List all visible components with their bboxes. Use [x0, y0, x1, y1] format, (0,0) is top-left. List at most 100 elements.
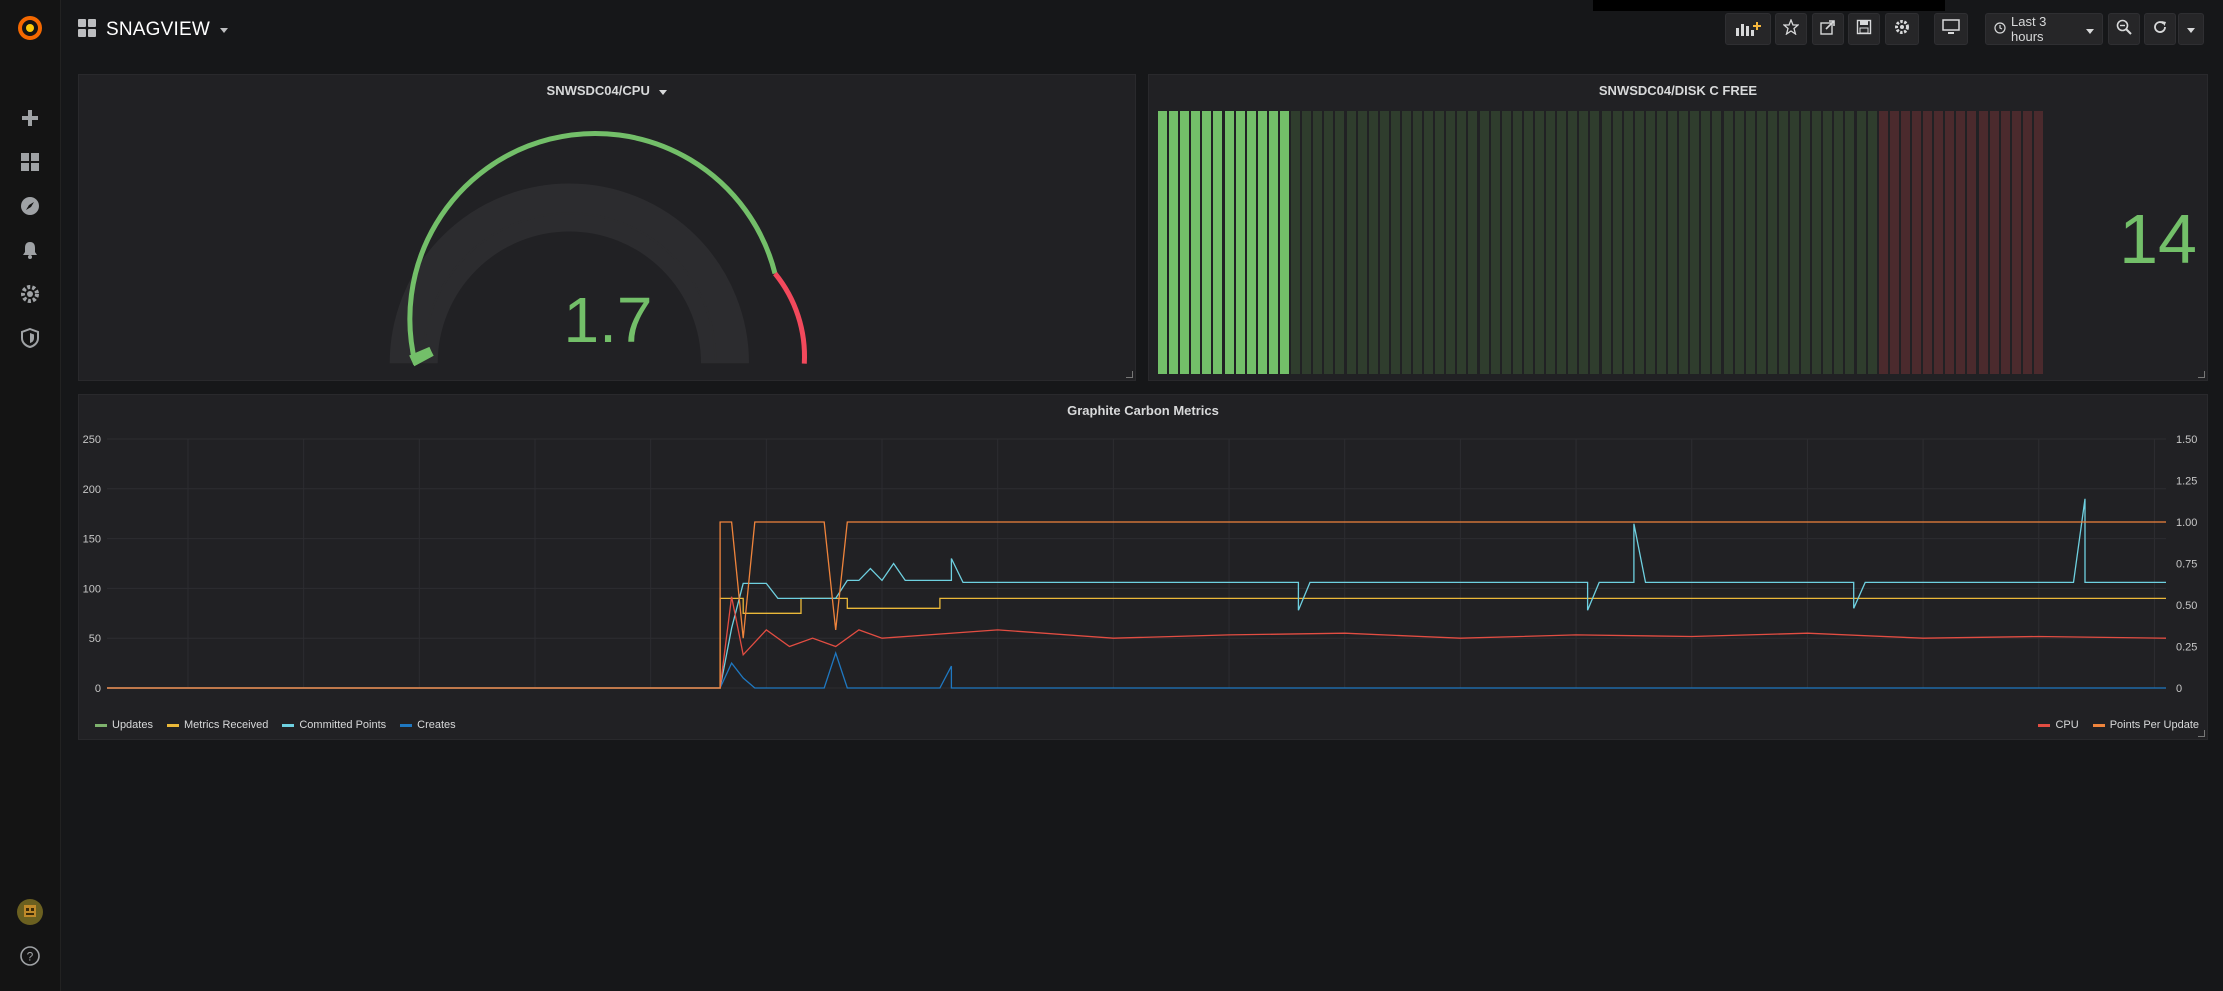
bar-segment	[1213, 111, 1223, 374]
bar-segment	[1701, 111, 1711, 374]
bar-segment	[2011, 111, 2021, 374]
series-line-creates	[107, 651, 2166, 689]
refresh-icon	[2152, 19, 2168, 40]
bar-segment	[1679, 111, 1689, 374]
star-icon	[1782, 17, 1800, 40]
avatar[interactable]	[16, 898, 44, 926]
bar-segment	[1158, 111, 1168, 374]
legend-label: Points Per Update	[2109, 719, 2199, 731]
y-right-tick-label: 1.50	[2176, 434, 2197, 446]
dashboard-title-dropdown[interactable]: SNAGVIEW	[78, 16, 229, 44]
bar-segment	[1812, 111, 1822, 374]
bar-segment	[1745, 111, 1755, 374]
panel-title[interactable]: SNWSDC04/CPU	[79, 83, 1135, 98]
bar-segment	[1945, 111, 1955, 374]
bar-segment	[2033, 111, 2043, 374]
zoom-out-icon	[2116, 19, 2132, 40]
dashboards-icon[interactable]	[16, 148, 44, 176]
caret-down-icon	[220, 21, 229, 39]
bar-segment	[1523, 111, 1533, 374]
panel-resize-handle[interactable]	[2198, 730, 2205, 737]
bar-segment	[1989, 111, 1999, 374]
legend-label: Committed Points	[299, 719, 387, 731]
bar-segment	[1512, 111, 1522, 374]
settings-button[interactable]	[1885, 13, 1919, 45]
save-icon	[1856, 19, 1872, 40]
bar-segment	[1324, 111, 1334, 374]
legend-item[interactable]: Updates	[95, 719, 153, 731]
refresh-interval-dropdown[interactable]	[2178, 13, 2204, 45]
add-panel-button[interactable]	[1725, 13, 1771, 45]
explore-icon[interactable]	[16, 192, 44, 220]
bar-segment	[1568, 111, 1578, 374]
shield-icon[interactable]	[16, 324, 44, 352]
bar-segment	[1801, 111, 1811, 374]
bar-segment	[1823, 111, 1833, 374]
bar-segment	[1690, 111, 1700, 374]
zoom-out-button[interactable]	[2108, 13, 2140, 45]
bar-segment	[1767, 111, 1777, 374]
disk-free-panel: SNWSDC04/DISK C FREE 14	[1148, 74, 2208, 381]
gear-icon[interactable]	[16, 280, 44, 308]
gauge-threshold-green	[407, 130, 778, 365]
bar-segment	[1978, 111, 1988, 374]
y-left-tick-label: 0	[95, 683, 101, 695]
disk-panel-title[interactable]: SNWSDC04/DISK C FREE	[1598, 83, 1758, 98]
help-icon[interactable]: ?	[16, 942, 44, 970]
legend-item[interactable]: Creates	[400, 719, 456, 731]
legend-item[interactable]: Metrics Received	[166, 719, 268, 731]
graphite-metrics-panel: Graphite Carbon Metrics 0 50 100 150 200 250 0…	[78, 394, 2208, 740]
bar-segment	[1313, 111, 1323, 374]
bar-segment	[1257, 111, 1267, 374]
settings-icon	[1894, 19, 1910, 40]
bar-segment	[1834, 111, 1844, 374]
bar-segment	[1302, 111, 1312, 374]
panel-resize-handle[interactable]	[2198, 371, 2205, 378]
bar-segment	[1224, 111, 1234, 374]
plus-icon[interactable]	[16, 104, 44, 132]
bar-segment	[1335, 111, 1345, 374]
graphite-panel-title[interactable]: Graphite Carbon Metrics	[1067, 403, 1219, 418]
cpu-gauge-value: 1.7	[563, 284, 653, 356]
y-right-tick-label: 1.25	[2176, 476, 2197, 488]
panel-resize-handle[interactable]	[1126, 371, 1133, 378]
legend-item[interactable]: Committed Points	[282, 719, 386, 731]
time-range-label: Last 3 hours	[2011, 14, 2047, 44]
y-right-tick-label: 0	[2176, 683, 2182, 695]
bar-segment	[1889, 111, 1899, 374]
legend-label: CPU	[2055, 719, 2079, 731]
bar-segment	[1235, 111, 1245, 374]
bar-segment	[1623, 111, 1633, 374]
bar-segment	[1535, 111, 1545, 374]
legend-item[interactable]: Points Per Update	[2092, 719, 2199, 731]
caret-down-icon	[2086, 22, 2094, 37]
refresh-button[interactable]	[2144, 13, 2176, 45]
bar-segment	[1246, 111, 1256, 374]
bar-segment	[1668, 111, 1678, 374]
share-icon	[1820, 19, 1836, 40]
legend-item[interactable]: CPU	[2038, 719, 2079, 731]
y-right-tick-label: 0.25	[2176, 642, 2197, 654]
gauge-value-arc	[409, 346, 434, 367]
time-picker-button[interactable]: Last 3 hours	[1985, 13, 2103, 45]
svg-text:?: ?	[27, 950, 34, 964]
bell-icon[interactable]	[16, 236, 44, 264]
tv-mode-button[interactable]	[1934, 13, 1968, 45]
bar-segment	[1268, 111, 1278, 374]
legend-swatch	[400, 723, 413, 727]
star-button[interactable]	[1775, 13, 1807, 45]
bar-segment	[1645, 111, 1655, 374]
bar-segment	[1291, 111, 1301, 374]
legend-left: Updates Metrics Received Committed Points C…	[95, 719, 456, 731]
bar-segment	[1756, 111, 1766, 374]
series-line-cpu	[107, 596, 2167, 689]
save-button[interactable]	[1848, 13, 1880, 45]
bar-segment	[1900, 111, 1910, 374]
grafana-logo-icon[interactable]	[16, 14, 44, 42]
share-button[interactable]	[1812, 13, 1844, 45]
bar-segment	[1656, 111, 1666, 374]
y-left-tick-label: 50	[89, 633, 101, 645]
bar-segment	[1435, 111, 1445, 374]
side-menu: ?	[0, 0, 61, 991]
bar-segment	[1856, 111, 1866, 374]
